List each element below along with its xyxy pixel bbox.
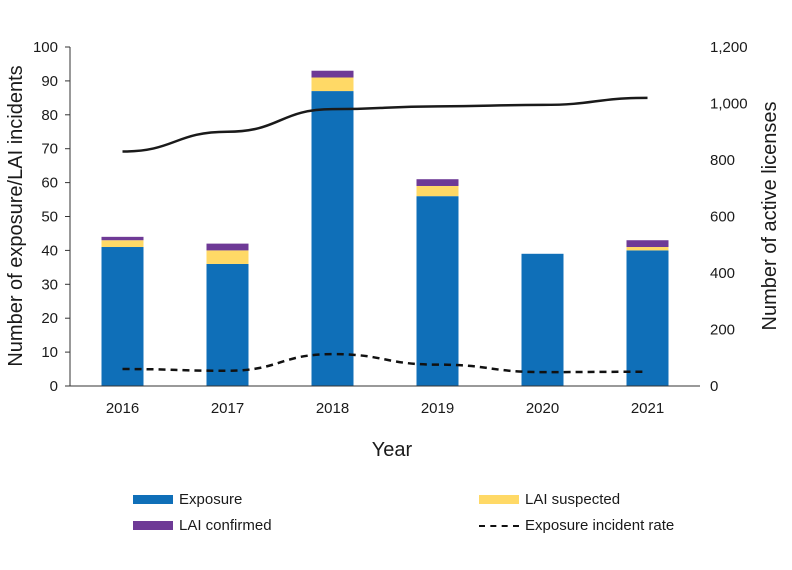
bar-exposure-2019	[416, 196, 459, 386]
bar-lai-suspected-2021	[626, 247, 669, 251]
y-tick-label: 30	[41, 276, 58, 293]
line-active-licenses	[122, 96, 648, 153]
bar-lai-confirmed-2016	[101, 236, 144, 241]
x-tick-label: 2020	[526, 400, 559, 417]
bar-lai-suspected-2016	[101, 240, 144, 248]
y2-tick-label: 200	[710, 322, 735, 339]
y-axis-title: Number of exposure/LAI incidents	[5, 65, 27, 366]
y-tick-label: 80	[41, 107, 58, 124]
lines-layer	[122, 96, 648, 374]
x-tick-label: 2017	[211, 400, 244, 417]
y2-tick-label: 1,200	[710, 39, 748, 56]
y-tick-label: 100	[33, 39, 58, 56]
y2-tick-label: 0	[710, 378, 718, 395]
x-tick-label: 2018	[316, 400, 349, 417]
y-tick-label: 20	[41, 310, 58, 327]
y2-axis-title: Number of active licenses	[759, 102, 781, 331]
x-tick-label: 2016	[106, 400, 139, 417]
bar-lai-confirmed-2018	[311, 70, 354, 78]
y2-tick-label: 800	[710, 152, 735, 169]
x-tick-label: 2019	[421, 400, 454, 417]
x-tick-label: 2021	[631, 400, 664, 417]
y-tick-label: 10	[41, 344, 58, 361]
bar-lai-confirmed-2019	[416, 179, 459, 186]
y-tick-label: 40	[41, 242, 58, 259]
bar-lai-confirmed-2017	[206, 243, 249, 251]
y2-tick-label: 600	[710, 209, 735, 226]
bars-layer	[101, 70, 669, 386]
y-tick-label: 60	[41, 175, 58, 192]
line-exposure-incident-rate	[122, 352, 648, 374]
bar-exposure-2021	[626, 250, 669, 386]
y-tick-label: 70	[41, 141, 58, 158]
y2-tick-label: 400	[710, 265, 735, 282]
bar-exposure-2016	[101, 247, 144, 386]
bar-lai-suspected-2017	[206, 250, 249, 264]
x-axis-title: Year	[372, 439, 413, 461]
y-tick-label: 50	[41, 209, 58, 226]
bar-exposure-2018	[311, 91, 354, 386]
y-tick-label: 90	[41, 73, 58, 90]
bar-exposure-2017	[206, 263, 249, 386]
y-tick-label: 0	[50, 378, 58, 395]
bar-exposure-2020	[521, 253, 564, 386]
y2-tick-label: 1,000	[710, 96, 748, 113]
bar-lai-suspected-2019	[416, 185, 459, 197]
bar-lai-confirmed-2021	[626, 240, 669, 248]
bar-lai-suspected-2018	[311, 77, 354, 92]
axes-layer: 0 10 20 30 40 50 60 70 80 90 100 0 200 400 600 800 1,000…	[33, 39, 748, 417]
